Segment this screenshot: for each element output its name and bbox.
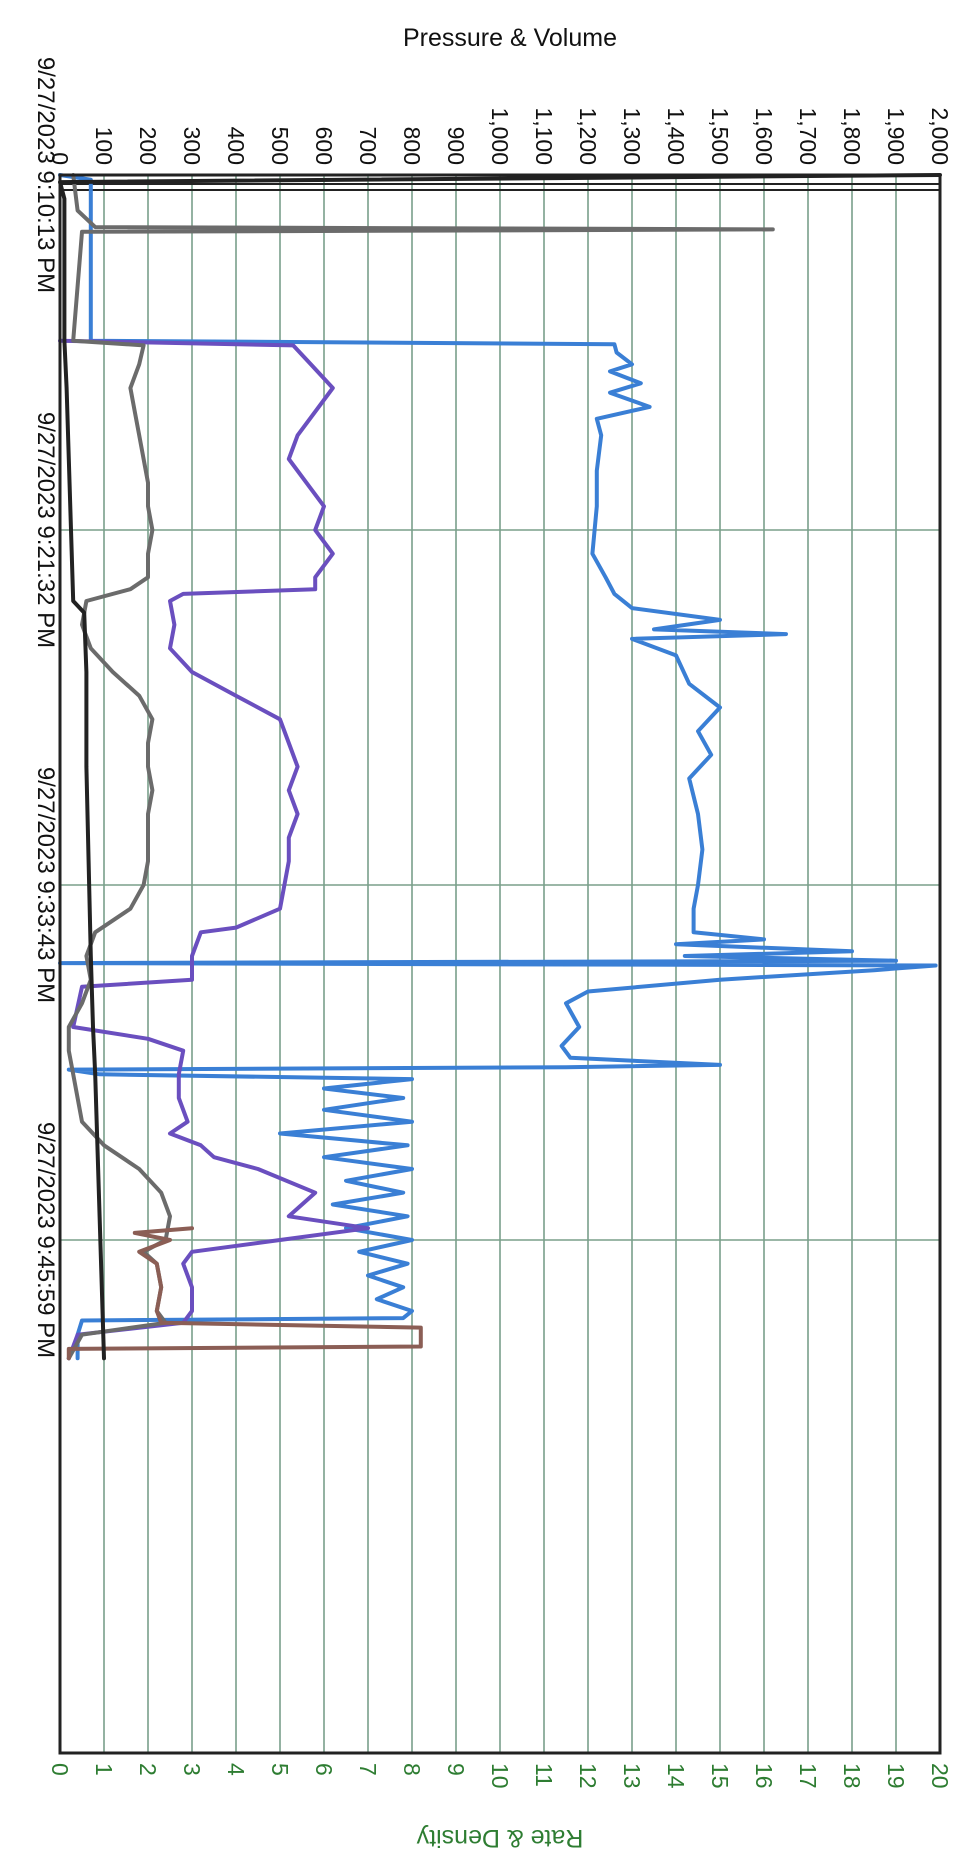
secondary-tick-label: 19	[883, 1763, 909, 1789]
primary-tick-label: 1,000	[487, 107, 513, 165]
primary-tick-label: 700	[355, 127, 381, 165]
series-line	[66, 1226, 423, 1361]
series-line	[58, 338, 370, 1361]
secondary-tick-label: 3	[179, 1763, 205, 1776]
time-tick-label: 9/27/2023 9:21:32 PM	[32, 412, 59, 648]
secondary-tick-label: 2	[135, 1763, 161, 1776]
secondary-tick-label: 14	[663, 1763, 689, 1789]
primary-tick-label: 1,400	[663, 107, 689, 165]
primary-tick-label: 1,500	[707, 107, 733, 165]
secondary-tick-label: 6	[311, 1763, 337, 1776]
secondary-tick-label: 4	[223, 1763, 249, 1776]
secondary-tick-label: 18	[839, 1763, 865, 1789]
secondary-tick-label: 12	[575, 1763, 601, 1789]
time-tick-label: 9/27/2023 9:33:43 PM	[32, 767, 59, 1003]
primary-tick-label: 400	[223, 127, 249, 165]
primary-tick-label: 100	[91, 127, 117, 165]
secondary-tick-label: 8	[399, 1763, 425, 1776]
secondary-axis-ticks: 0 1 2 3 4 5 6 7 8 9 10 11 12 13 14 15 16 17 18 19 20	[47, 1763, 953, 1789]
primary-tick-label: 1,200	[575, 107, 601, 165]
secondary-axis-title: Rate & Density	[416, 1824, 583, 1852]
time-axis-ticks: 9/27/2023 9:10:13 PM 9/27/2023 9:21:32 PM…	[32, 57, 59, 1358]
primary-tick-label: 900	[443, 127, 469, 165]
secondary-tick-label: 0	[47, 1763, 73, 1776]
primary-tick-label: 2,000	[927, 107, 953, 165]
primary-tick-label: 1,800	[839, 107, 865, 165]
secondary-tick-label: 9	[443, 1763, 469, 1776]
primary-tick-label: 500	[267, 127, 293, 165]
secondary-tick-label: 20	[927, 1763, 953, 1789]
time-tick-label: 9/27/2023 9:45:59 PM	[32, 1122, 59, 1358]
secondary-tick-label: 17	[795, 1763, 821, 1789]
secondary-tick-label: 13	[619, 1763, 645, 1789]
primary-tick-label: 1,900	[883, 107, 909, 165]
secondary-tick-label: 7	[355, 1763, 381, 1776]
secondary-tick-label: 1	[91, 1763, 117, 1776]
primary-tick-label: 0	[47, 152, 73, 165]
primary-tick-label: 1,700	[795, 107, 821, 165]
primary-axis-ticks: 0 100 200 300 400 500 600 700 800 900 1,000 1,100 1,…	[47, 107, 953, 165]
primary-tick-label: 1,100	[531, 107, 557, 165]
primary-tick-label: 300	[179, 127, 205, 165]
data-series	[58, 173, 942, 1361]
series-line	[58, 173, 938, 1361]
primary-tick-label: 200	[135, 127, 161, 165]
primary-tick-label: 800	[399, 127, 425, 165]
plot-frame	[58, 173, 942, 1755]
time-tick-label: 9/27/2023 9:10:13 PM	[32, 57, 59, 293]
series-line	[66, 173, 775, 1361]
secondary-tick-label: 11	[531, 1763, 557, 1787]
primary-axis-title: Pressure & Volume	[403, 24, 617, 52]
secondary-tick-label: 16	[751, 1763, 777, 1789]
secondary-tick-label: 10	[487, 1763, 513, 1789]
primary-tick-label: 600	[311, 127, 337, 165]
secondary-tick-label: 5	[267, 1763, 293, 1776]
primary-tick-label: 1,600	[751, 107, 777, 165]
secondary-tick-label: 15	[707, 1763, 733, 1789]
primary-tick-label: 1,300	[619, 107, 645, 165]
series-line	[58, 173, 942, 1361]
